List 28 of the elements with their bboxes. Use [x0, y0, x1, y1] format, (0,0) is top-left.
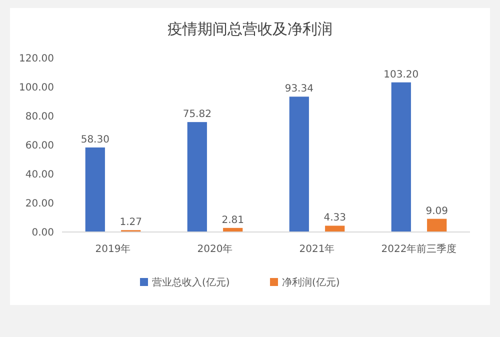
- legend-label: 净利润(亿元): [282, 276, 340, 288]
- x-tick-label: 2020年: [197, 243, 233, 255]
- bar: [325, 226, 345, 232]
- y-tick-label: 80.00: [25, 112, 54, 122]
- x-tick-label: 2019年: [95, 243, 131, 255]
- data-label: 75.82: [182, 109, 212, 120]
- data-label: 58.30: [80, 134, 110, 146]
- data-label: 2.81: [222, 214, 244, 226]
- bar: [85, 147, 105, 232]
- y-tick-label: 120.00: [19, 54, 54, 64]
- bar: [391, 82, 411, 232]
- y-tick-label: 40.00: [25, 170, 54, 180]
- data-label: 9.09: [426, 206, 448, 217]
- legend-label: 营业总收入(亿元): [152, 276, 230, 288]
- y-tick-label: 0.00: [32, 228, 54, 238]
- x-tick-label: 2022年前三季度: [381, 243, 457, 255]
- chart-title: 疫情期间总营收及净利润: [168, 20, 332, 38]
- bar: [187, 122, 207, 232]
- y-tick-label: 100.00: [19, 82, 54, 94]
- bar: [427, 218, 447, 232]
- y-tick-label: 60.00: [25, 140, 54, 152]
- data-label: 4.33: [324, 212, 346, 224]
- data-label: 93.34: [284, 84, 314, 95]
- bar: [289, 96, 309, 232]
- x-tick-label: 2021年: [299, 243, 335, 255]
- data-label: 103.20: [384, 69, 419, 80]
- y-tick-label: 20.00: [25, 198, 54, 210]
- data-label: 1.27: [120, 217, 142, 228]
